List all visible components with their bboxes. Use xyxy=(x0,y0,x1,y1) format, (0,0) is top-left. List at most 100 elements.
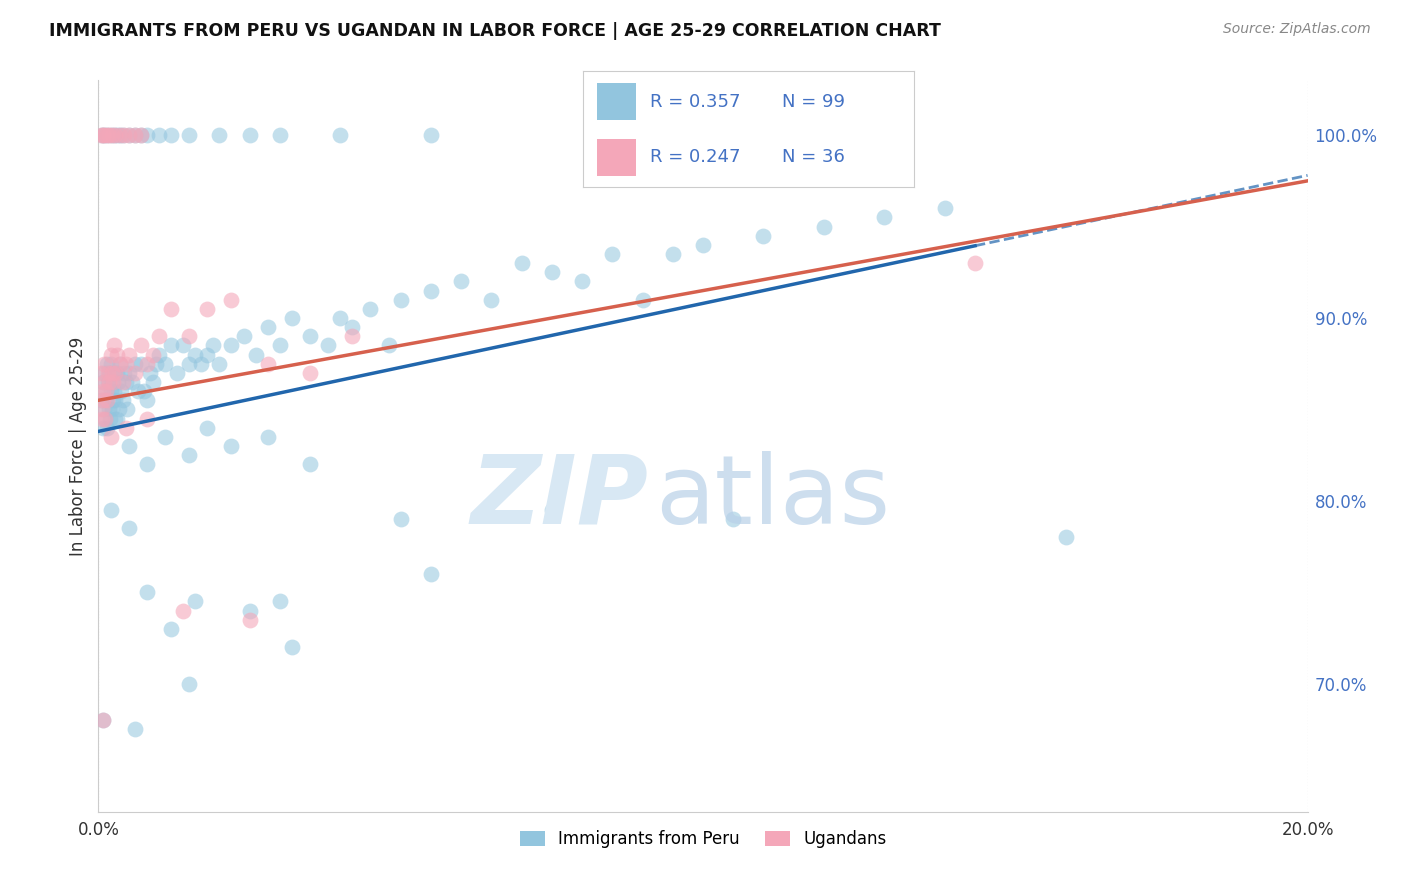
Point xyxy=(100,402,122,417)
Point xyxy=(97,366,120,380)
Point xyxy=(94,384,117,399)
Point xyxy=(184,348,207,362)
Point xyxy=(97,402,120,417)
Point xyxy=(221,293,243,307)
Point xyxy=(91,714,114,728)
Point xyxy=(94,411,117,425)
Point xyxy=(114,375,136,389)
Point xyxy=(129,338,152,352)
Point xyxy=(111,375,134,389)
Point xyxy=(129,128,152,143)
Point xyxy=(540,503,562,517)
Text: IMMIGRANTS FROM PERU VS UGANDAN IN LABOR FORCE | AGE 25-29 CORRELATION CHART: IMMIGRANTS FROM PERU VS UGANDAN IN LABOR… xyxy=(49,22,941,40)
Point xyxy=(450,275,472,289)
Point xyxy=(208,357,231,371)
Point xyxy=(602,247,624,261)
Point xyxy=(105,128,128,143)
Point xyxy=(117,402,139,417)
Point xyxy=(221,338,243,352)
Point xyxy=(91,714,114,728)
Point xyxy=(256,320,278,334)
Point xyxy=(105,366,128,380)
Point xyxy=(104,411,127,425)
Point xyxy=(160,301,183,316)
Point xyxy=(129,128,152,143)
Point xyxy=(135,128,157,143)
Point xyxy=(96,393,118,408)
Point xyxy=(752,228,775,243)
Point xyxy=(132,384,155,399)
Point xyxy=(172,338,194,352)
Point xyxy=(118,348,141,362)
Point xyxy=(179,677,201,691)
Point xyxy=(91,375,114,389)
Point xyxy=(127,384,149,399)
Point xyxy=(129,357,152,371)
Point xyxy=(160,338,183,352)
Point xyxy=(91,128,114,143)
Point xyxy=(100,128,122,143)
Point xyxy=(148,128,170,143)
Text: ZIP: ZIP xyxy=(471,450,648,544)
Text: R = 0.357: R = 0.357 xyxy=(650,93,740,111)
Point xyxy=(377,338,399,352)
Point xyxy=(153,430,176,444)
Y-axis label: In Labor Force | Age 25-29: In Labor Force | Age 25-29 xyxy=(69,336,87,556)
Point xyxy=(96,393,118,408)
Point xyxy=(112,128,135,143)
Point xyxy=(118,366,141,380)
Point xyxy=(93,375,115,389)
Legend: Immigrants from Peru, Ugandans: Immigrants from Peru, Ugandans xyxy=(513,823,893,855)
Point xyxy=(166,366,188,380)
Point xyxy=(91,393,114,408)
Point xyxy=(108,402,131,417)
Point xyxy=(90,393,112,408)
Point xyxy=(96,128,118,143)
Point xyxy=(103,338,125,352)
Point xyxy=(139,366,162,380)
Point xyxy=(571,275,593,289)
Point xyxy=(360,301,382,316)
Point xyxy=(692,238,714,252)
Point xyxy=(256,430,278,444)
Point xyxy=(108,357,131,371)
Point xyxy=(195,301,218,316)
Point xyxy=(100,128,122,143)
Point xyxy=(100,384,122,399)
Point xyxy=(631,293,654,307)
Point xyxy=(813,219,835,234)
Point xyxy=(121,375,143,389)
Point xyxy=(124,128,146,143)
Point xyxy=(103,366,125,380)
Text: Source: ZipAtlas.com: Source: ZipAtlas.com xyxy=(1223,22,1371,37)
Point xyxy=(389,293,412,307)
Point xyxy=(142,348,165,362)
Point xyxy=(245,348,267,362)
Point xyxy=(111,393,134,408)
Point xyxy=(160,128,183,143)
Point xyxy=(232,329,254,343)
Point xyxy=(96,128,118,143)
Point xyxy=(142,375,165,389)
Point xyxy=(90,366,112,380)
Point xyxy=(104,393,127,408)
Point xyxy=(114,357,136,371)
Text: N = 99: N = 99 xyxy=(782,93,845,111)
Point xyxy=(1054,531,1077,545)
Point xyxy=(342,320,364,334)
Point xyxy=(108,128,131,143)
Point xyxy=(110,384,132,399)
Point xyxy=(208,128,231,143)
Point xyxy=(91,411,114,425)
Point xyxy=(124,357,146,371)
Point xyxy=(103,384,125,399)
Point xyxy=(93,128,115,143)
Point xyxy=(93,366,115,380)
Point xyxy=(112,366,135,380)
Point xyxy=(965,256,987,270)
Point xyxy=(108,128,131,143)
Point xyxy=(135,458,157,472)
Point xyxy=(195,421,218,435)
Point xyxy=(510,256,533,270)
Point xyxy=(93,128,115,143)
